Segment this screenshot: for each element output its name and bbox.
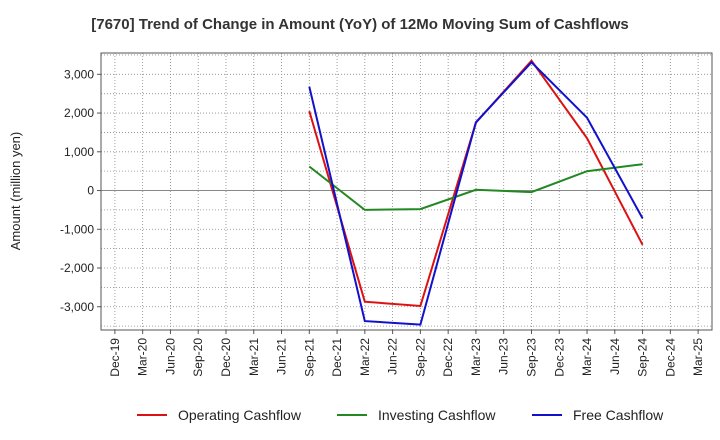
y-tick-label: 2,000 <box>64 106 94 120</box>
x-tick-label: Mar-23 <box>469 338 483 376</box>
x-tick-label: Mar-20 <box>136 338 150 376</box>
x-tick-label: Sep-23 <box>524 338 538 377</box>
legend-label-investing-cashflow: Investing Cashflow <box>378 407 496 423</box>
legend-label-free-cashflow: Free Cashflow <box>573 407 664 423</box>
y-tick-label: 1,000 <box>64 145 94 159</box>
x-tick-label: Dec-22 <box>441 338 455 377</box>
grid <box>101 53 712 330</box>
y-tick-label: -1,000 <box>60 222 94 236</box>
series-group <box>308 59 644 326</box>
x-tick-label: Sep-24 <box>636 338 650 377</box>
x-tick-label: Mar-22 <box>358 338 372 376</box>
x-tick-label: Jun-21 <box>275 338 289 375</box>
x-tick-label: Dec-20 <box>219 338 233 377</box>
y-axis-ticks: -3,000 -2,000 -1,000 0 1,000 2,000 3,000 <box>60 67 101 314</box>
y-tick-label: 0 <box>87 184 94 198</box>
plot-border <box>100 52 713 331</box>
x-axis-ticks: Dec-19 Mar-20 Jun-20 Sep-20 Dec-20 Mar-21 Jun-… <box>108 330 705 377</box>
y-tick-label: 3,000 <box>64 67 94 81</box>
chart-title: [7670] Trend of Change in Amount (YoY) o… <box>91 16 629 33</box>
x-tick-label: Dec-24 <box>663 338 677 377</box>
x-tick-label: Sep-20 <box>191 338 205 377</box>
x-tick-label: Jun-23 <box>497 338 511 375</box>
y-axis-label: Amount (million yen) <box>8 132 23 251</box>
y-tick-label: -2,000 <box>60 261 94 275</box>
x-tick-label: Sep-22 <box>413 338 427 377</box>
x-tick-label: Sep-21 <box>302 338 316 377</box>
x-tick-label: Jun-20 <box>163 338 177 375</box>
x-tick-label: Dec-21 <box>330 338 344 377</box>
legend: Operating Cashflow Investing Cashflow Free… <box>137 407 664 423</box>
x-tick-label: Jun-22 <box>386 338 400 375</box>
legend-label-operating-cashflow: Operating Cashflow <box>178 407 302 423</box>
x-tick-label: Mar-21 <box>247 338 261 376</box>
x-tick-label: Mar-25 <box>691 338 705 376</box>
x-tick-label: Mar-24 <box>580 338 594 376</box>
plot-area <box>101 53 712 330</box>
x-tick-label: Jun-24 <box>608 338 622 375</box>
x-tick-label: Dec-19 <box>108 338 122 377</box>
x-tick-label: Dec-23 <box>552 338 566 377</box>
series-line-free-cashflow <box>308 60 644 326</box>
series-line-investing-cashflow <box>308 163 643 211</box>
y-tick-label: -3,000 <box>60 300 94 314</box>
